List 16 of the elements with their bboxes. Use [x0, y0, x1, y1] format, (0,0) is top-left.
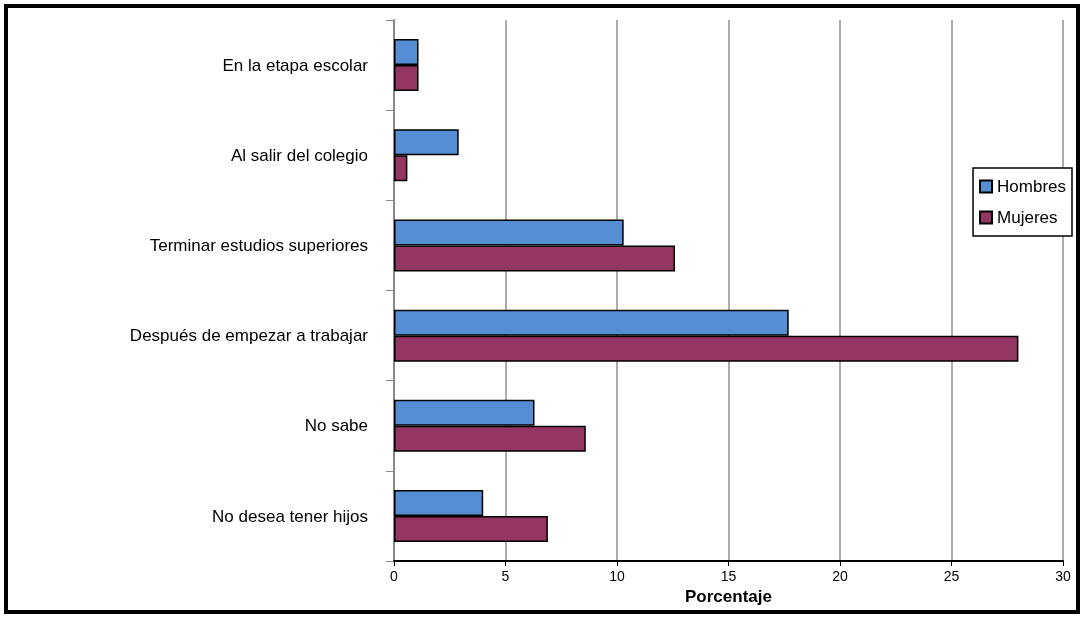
x-tick-label: 30	[1055, 568, 1071, 585]
x-tick-label: 20	[832, 568, 848, 585]
x-tick-label: 15	[720, 568, 737, 585]
legend-label: Hombres	[997, 177, 1067, 196]
y-tick-label: Después de empezar a trabajar	[129, 326, 369, 346]
x-tick-label: 5	[501, 568, 510, 585]
x-axis-title: Porcentaje	[685, 587, 772, 606]
x-tick-label: 25	[943, 568, 960, 585]
legend-label: Mujeres	[997, 208, 1058, 227]
y-tick-label: Terminar estudios superiores	[149, 235, 368, 255]
y-tick-label: En la etapa escolar	[222, 55, 369, 75]
y-tick-label: No desea tener hijos	[212, 506, 368, 526]
y-tick-label: No sabe	[304, 416, 368, 436]
x-tick-label: 0	[390, 568, 399, 585]
x-tick-label: 10	[609, 568, 625, 585]
y-tick-label: Al salir del colegio	[230, 145, 368, 165]
